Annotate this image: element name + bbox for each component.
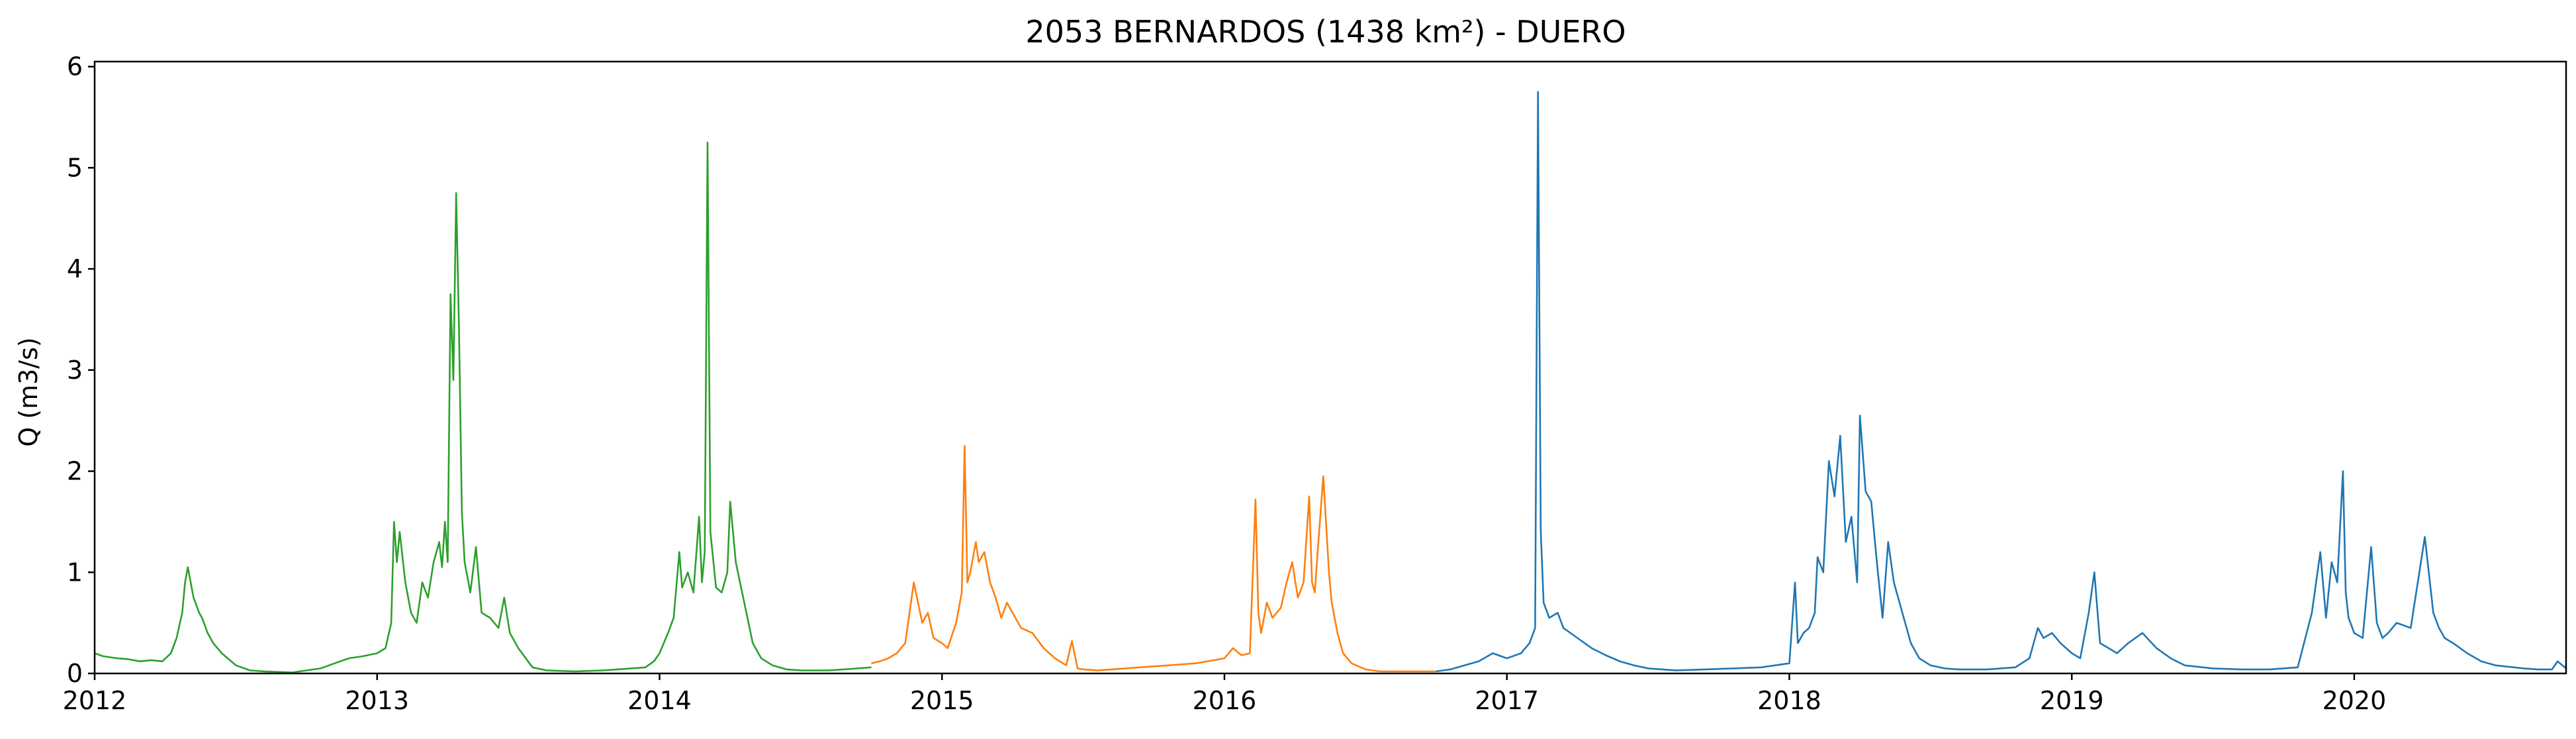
y-axis-label: Q (m3/s) bbox=[14, 337, 43, 446]
y-tick-label: 6 bbox=[67, 52, 83, 81]
y-tick-label: 3 bbox=[67, 356, 83, 385]
series-line-1 bbox=[94, 141, 872, 673]
chart-title: 2053 BERNARDOS (1438 km²) - DUERO bbox=[1025, 14, 1626, 50]
x-tick-label: 2017 bbox=[1475, 686, 1539, 715]
y-tick-label: 2 bbox=[67, 457, 83, 486]
y-tick-label: 4 bbox=[67, 254, 83, 283]
series-line-3 bbox=[1436, 91, 2567, 673]
series-line-2 bbox=[871, 445, 1436, 673]
x-tick-label: 2016 bbox=[1193, 686, 1257, 715]
x-tick-label: 2012 bbox=[63, 686, 127, 715]
series-layer bbox=[94, 91, 2567, 673]
x-tick-label: 2020 bbox=[2323, 686, 2387, 715]
x-tick-label: 2013 bbox=[345, 686, 409, 715]
y-tick-label: 1 bbox=[67, 558, 83, 587]
x-tick-label: 2019 bbox=[2040, 686, 2104, 715]
x-tick-label: 2018 bbox=[1757, 686, 1821, 715]
plot-frame bbox=[93, 60, 2567, 675]
y-tick-label: 5 bbox=[67, 153, 83, 182]
y-tick-label: 0 bbox=[67, 659, 83, 688]
x-tick-label: 2015 bbox=[910, 686, 974, 715]
ticks-layer: 2012 2013 2014 2015 2016 2017 2018 2019 2020 0 1 2 3… bbox=[63, 52, 2387, 715]
x-tick-label: 2014 bbox=[627, 686, 692, 715]
